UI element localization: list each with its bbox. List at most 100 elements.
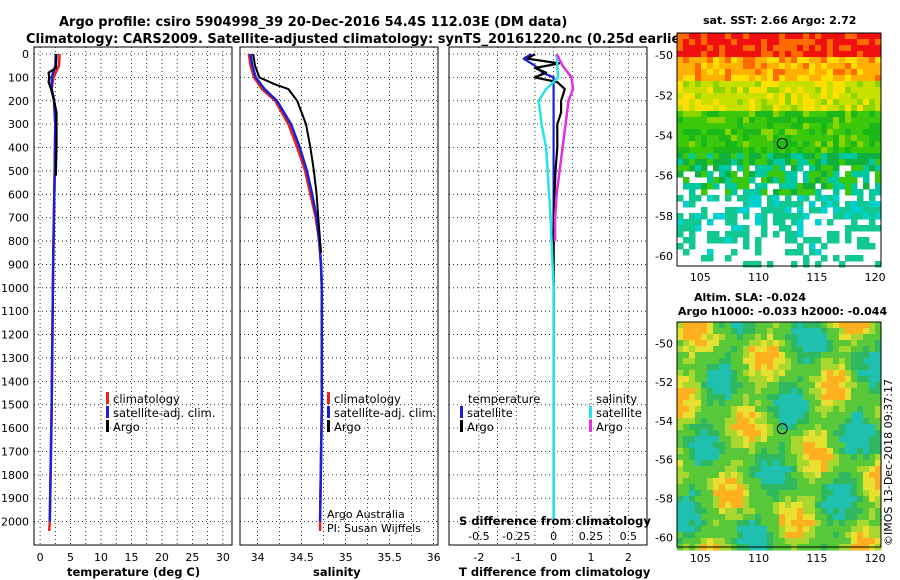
heatmap-cell <box>857 334 864 341</box>
heatmap-cell <box>707 346 714 353</box>
heatmap-cell <box>845 412 852 419</box>
heatmap-cell <box>737 526 744 533</box>
heatmap-cell <box>815 135 822 142</box>
heatmap-cell <box>689 147 696 154</box>
y-tick-label: -56 <box>655 454 673 467</box>
heatmap-cell <box>779 484 786 491</box>
heatmap-cell <box>803 394 810 401</box>
legend-swatch-t-argo <box>460 420 463 432</box>
heatmap-cell <box>845 213 852 220</box>
x-tick-label: 0 <box>550 551 557 564</box>
heatmap-cell <box>845 141 852 148</box>
heatmap-cell <box>785 382 792 389</box>
heatmap-cell <box>767 141 774 148</box>
heatmap-cell <box>821 177 828 184</box>
heatmap-cell <box>731 382 738 389</box>
heatmap-cell <box>821 508 828 515</box>
heatmap-cell <box>767 448 774 455</box>
heatmap-cell <box>845 400 852 407</box>
heatmap-cell <box>707 388 714 395</box>
heatmap-cell <box>731 454 738 461</box>
heatmap-cell <box>707 219 714 226</box>
heatmap-cell <box>755 195 762 202</box>
heatmap-cell <box>821 123 828 130</box>
heatmap-cell <box>761 436 768 443</box>
heatmap-cell <box>677 472 684 479</box>
heatmap-cell <box>749 171 756 178</box>
heatmap-cell <box>821 412 828 419</box>
heatmap-cell <box>827 370 834 377</box>
heatmap-cell <box>677 45 684 52</box>
heatmap-cell <box>695 141 702 148</box>
heatmap-cell <box>779 376 786 383</box>
heatmap-cell <box>827 352 834 359</box>
heatmap-cell <box>839 352 846 359</box>
heatmap-cell <box>677 340 684 347</box>
heatmap-cell <box>713 322 720 329</box>
heatmap-cell <box>851 141 858 148</box>
x-tick-label: 30 <box>216 551 230 564</box>
heatmap-cell <box>863 87 870 94</box>
heatmap-cell <box>797 141 804 148</box>
heatmap-cell <box>851 111 858 118</box>
heatmap-cell <box>683 382 690 389</box>
heatmap-cell <box>809 87 816 94</box>
heatmap-cell <box>845 225 852 232</box>
y-tick-label: -54 <box>655 415 673 428</box>
heatmap-cell <box>833 406 840 413</box>
heatmap-cell <box>767 352 774 359</box>
heatmap-cell <box>863 39 870 46</box>
series-lines <box>522 53 575 522</box>
heatmap-cell <box>719 45 726 52</box>
heatmap-cell <box>695 195 702 202</box>
heatmap-cell <box>713 406 720 413</box>
heatmap-cell <box>725 532 732 539</box>
heatmap-cell <box>767 111 774 118</box>
heatmap-cell <box>761 129 768 136</box>
heatmap-cell <box>731 352 738 359</box>
heatmap-cell <box>809 171 816 178</box>
heatmap-cell <box>701 153 708 160</box>
heatmap-cell <box>761 105 768 112</box>
heatmap-cell <box>737 195 744 202</box>
heatmap-cell <box>803 514 810 521</box>
heatmap-cell <box>803 454 810 461</box>
heatmap-cell <box>815 460 822 467</box>
heatmap-cell <box>875 69 882 76</box>
heatmap-cell <box>713 129 720 136</box>
heatmap-cell <box>869 334 876 341</box>
heatmap-cell <box>683 129 690 136</box>
heatmap-cell <box>743 195 750 202</box>
heatmap-cell <box>779 526 786 533</box>
heatmap-cell <box>701 346 708 353</box>
heatmap-cell <box>875 376 882 383</box>
heatmap-cell <box>755 502 762 509</box>
heatmap-cell <box>713 117 720 124</box>
heatmap-cell <box>689 370 696 377</box>
heatmap-cell <box>767 412 774 419</box>
heatmap-cell <box>863 358 870 365</box>
heatmap-cell <box>797 207 804 214</box>
heatmap-cell <box>827 69 834 76</box>
heatmap-cell <box>755 75 762 82</box>
heatmap-cell <box>869 364 876 371</box>
heatmap-cell <box>719 39 726 46</box>
heatmap-cell <box>749 496 756 503</box>
heatmap-cell <box>869 502 876 509</box>
heatmap-cell <box>797 418 804 425</box>
x-tick-label: 110 <box>748 552 769 565</box>
heatmap-cell <box>677 63 684 70</box>
heatmap-cell <box>749 75 756 82</box>
heatmap-cell <box>695 69 702 76</box>
y-tick-label: 700 <box>8 212 29 225</box>
heatmap-cell <box>827 466 834 473</box>
heatmap-cell <box>737 75 744 82</box>
heatmap-cell <box>839 75 846 82</box>
heatmap-cell <box>827 514 834 521</box>
heatmap-cell <box>857 448 864 455</box>
heatmap-cell <box>809 153 816 160</box>
heatmap-cell <box>689 532 696 539</box>
heatmap-cell <box>767 502 774 509</box>
heatmap-cell <box>839 183 846 190</box>
heatmap-cell <box>713 466 720 473</box>
